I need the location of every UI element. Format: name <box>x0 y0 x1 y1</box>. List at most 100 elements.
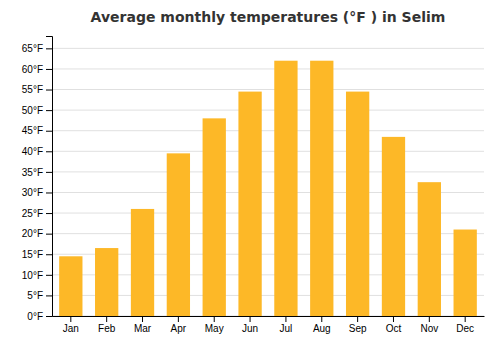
y-tick-mark <box>46 69 52 70</box>
bar <box>382 137 405 316</box>
y-tick-mark <box>46 295 52 296</box>
bar <box>418 182 441 316</box>
y-tick-mark <box>46 131 52 132</box>
grid-line <box>52 68 484 69</box>
x-tick-mark <box>106 316 107 322</box>
y-tick: 20°F <box>22 228 52 239</box>
y-tick-mark <box>46 254 52 255</box>
grid-line <box>52 151 484 152</box>
bar <box>203 118 226 316</box>
x-tick: Jan <box>63 316 79 334</box>
y-tick-mark <box>46 90 52 91</box>
y-tick-mark <box>46 110 52 111</box>
y-tick-label: 5°F <box>27 290 43 301</box>
bar <box>454 230 477 316</box>
x-tick: Oct <box>386 316 402 334</box>
grid-line <box>52 89 484 90</box>
grid-line <box>52 110 484 111</box>
x-tick-label: Dec <box>456 323 474 334</box>
y-tick: 45°F <box>22 125 52 136</box>
y-tick-mark <box>46 151 52 152</box>
x-tick: Apr <box>171 316 187 334</box>
y-tick-label: 20°F <box>22 228 43 239</box>
y-tick: 5°F <box>27 290 52 301</box>
x-tick-label: Jul <box>280 323 293 334</box>
x-tick-label: Mar <box>134 323 152 334</box>
bars <box>59 61 477 316</box>
x-tick: Jun <box>242 316 258 334</box>
y-tick-label: 60°F <box>22 64 43 75</box>
chart-svg: 0°F 5°F 10°F 15°F 20°F 25°F 30°F 35°F 40°F 45°F 50… <box>0 0 500 350</box>
y-tick-label: 10°F <box>22 270 43 281</box>
y-tick-label: 45°F <box>22 125 43 136</box>
x-tick-label: May <box>205 323 224 334</box>
y-axis-line <box>46 37 53 317</box>
x-tick-label: Sep <box>349 323 367 334</box>
x-tick-label: Jun <box>242 323 258 334</box>
y-tick-mark <box>46 213 52 214</box>
x-tick-mark <box>70 316 71 322</box>
x-tick-mark <box>465 316 466 322</box>
x-tick-label: Apr <box>171 323 187 334</box>
x-tick-mark <box>142 316 143 322</box>
y-tick: 60°F <box>22 64 52 75</box>
x-tick-label: Oct <box>386 323 402 334</box>
y-tick-label: 25°F <box>22 208 43 219</box>
grid-line <box>52 48 484 49</box>
y-tick-label: 0°F <box>27 311 43 322</box>
x-tick: Mar <box>134 316 152 334</box>
x-tick: Jul <box>280 316 293 334</box>
y-tick: 50°F <box>22 105 52 116</box>
x-tick: Dec <box>456 316 474 334</box>
x-tick: Aug <box>313 316 331 334</box>
x-tick: Sep <box>349 316 367 334</box>
x-tick-label: Aug <box>313 323 331 334</box>
bar <box>59 256 82 316</box>
x-tick: May <box>205 316 224 334</box>
x-tick-mark <box>429 316 430 322</box>
x-tick-mark <box>178 316 179 322</box>
x-axis-line <box>53 316 485 317</box>
y-tick: 55°F <box>22 84 52 95</box>
grid-line <box>52 171 484 172</box>
bar <box>238 92 261 316</box>
grid-line <box>52 130 484 131</box>
x-tick-mark <box>285 316 286 322</box>
x-tick-mark <box>214 316 215 322</box>
bar <box>346 92 369 316</box>
chart-container: 0°F 5°F 10°F 15°F 20°F 25°F 30°F 35°F 40°F 45°F 50… <box>0 0 500 350</box>
bar <box>274 61 297 316</box>
x-tick: Feb <box>98 316 116 334</box>
grid <box>52 48 484 316</box>
y-tick-mark <box>46 172 52 173</box>
y-tick-label: 65°F <box>22 43 43 54</box>
y-tick-mark <box>46 48 52 49</box>
bar <box>167 153 190 316</box>
x-axis: Jan Feb Mar Apr May Jun Jul Aug Sep Oct Nov Dec <box>53 316 485 334</box>
x-tick-mark <box>321 316 322 322</box>
x-tick-mark <box>357 316 358 322</box>
y-tick: 35°F <box>22 167 52 178</box>
bar <box>310 61 333 316</box>
y-tick-mark <box>46 316 52 317</box>
y-tick-label: 50°F <box>22 105 43 116</box>
y-tick-mark <box>46 192 52 193</box>
x-tick: Nov <box>420 316 438 334</box>
y-tick: 10°F <box>22 270 52 281</box>
y-tick-label: 15°F <box>22 249 43 260</box>
y-axis: 0°F 5°F 10°F 15°F 20°F 25°F 30°F 35°F 40°F 45°F 50… <box>22 37 53 322</box>
x-tick-mark <box>250 316 251 322</box>
x-tick-label: Nov <box>420 323 438 334</box>
x-tick-label: Feb <box>98 323 116 334</box>
y-tick-mark <box>46 234 52 235</box>
y-tick: 15°F <box>22 249 52 260</box>
bar <box>95 248 118 316</box>
y-tick: 25°F <box>22 208 52 219</box>
bar <box>131 209 154 316</box>
y-tick-mark <box>46 275 52 276</box>
x-tick-mark <box>393 316 394 322</box>
y-tick: 0°F <box>27 311 52 322</box>
y-tick: 40°F <box>22 146 52 157</box>
y-tick-label: 30°F <box>22 187 43 198</box>
y-tick: 30°F <box>22 187 52 198</box>
